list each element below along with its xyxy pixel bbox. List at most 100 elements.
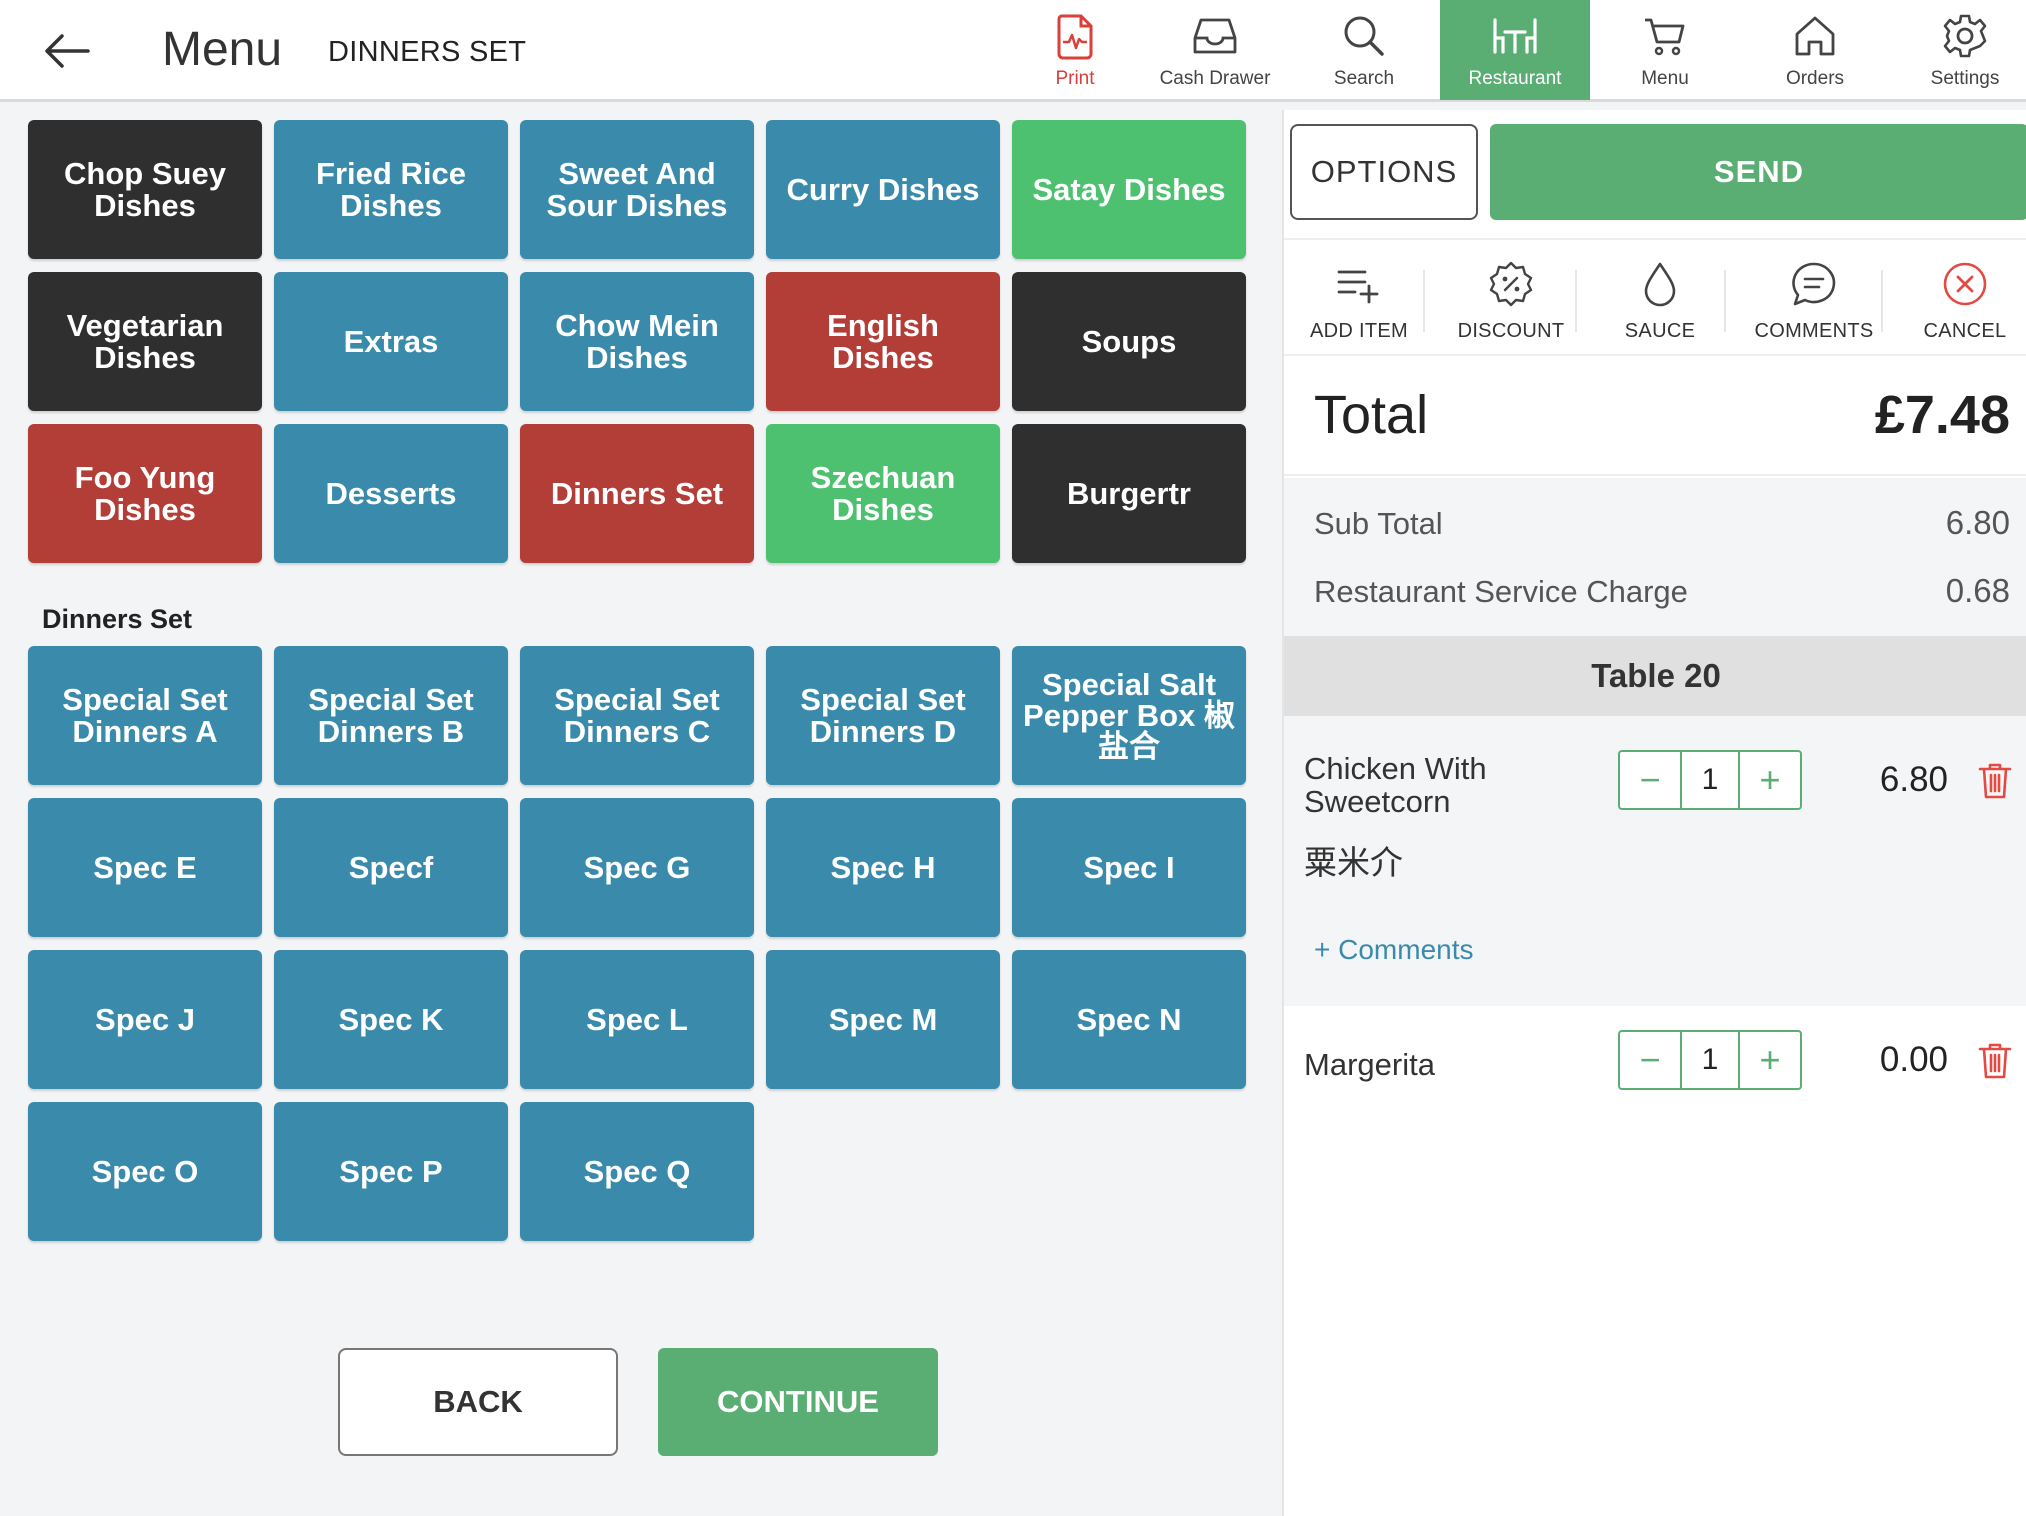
cancel-action[interactable]: CANCEL: [1890, 240, 2026, 356]
nav-restaurant[interactable]: Restaurant: [1440, 0, 1590, 100]
nav-orders[interactable]: Orders: [1740, 0, 1890, 100]
decrease-quantity-button[interactable]: −: [1639, 759, 1661, 800]
service-charge-label: Restaurant Service Charge: [1314, 574, 1688, 609]
category-extras[interactable]: Extras: [274, 272, 508, 411]
decrease-quantity-button[interactable]: −: [1639, 1039, 1661, 1080]
sauce-action[interactable]: SAUCE: [1585, 240, 1735, 356]
increase-quantity-button[interactable]: +: [1759, 1039, 1781, 1080]
category-dinners-set[interactable]: Dinners Set: [520, 424, 754, 563]
add-item-icon: [1337, 270, 1379, 304]
add-comments-link[interactable]: + Comments: [1314, 934, 1474, 965]
order-item-price: 0.00: [1879, 1040, 1948, 1079]
category-szechuan[interactable]: Szechuan Dishes: [766, 424, 1000, 563]
menu-item-spec-e[interactable]: Spec E: [28, 798, 262, 937]
category-sweet-and-sour[interactable]: Sweet And Sour Dishes: [520, 120, 754, 259]
action-divider: [1575, 270, 1577, 332]
menu-item-spec-h[interactable]: Spec H: [766, 798, 1000, 937]
discount-icon: [1489, 261, 1533, 307]
category-fried-rice[interactable]: Fried Rice Dishes: [274, 120, 508, 259]
page-title: Menu: [162, 23, 283, 76]
action-divider: [1724, 270, 1726, 332]
nav-cash-drawer-label: Cash Drawer: [1159, 68, 1271, 89]
search-icon: [1344, 16, 1384, 56]
nav-settings[interactable]: Settings: [1890, 0, 2026, 100]
order-item[interactable]: Margerita − 1 + 0.00: [1284, 1008, 2026, 1118]
menu-item-spec-p[interactable]: Spec P: [274, 1102, 508, 1241]
sauce-label: SAUCE: [1624, 320, 1696, 342]
nav-print[interactable]: Print: [1000, 0, 1150, 100]
nav-search-label: Search: [1333, 68, 1395, 89]
service-charge-value: 0.68: [1945, 572, 2010, 609]
send-button[interactable]: SEND: [1490, 124, 2026, 220]
nav-restaurant-label: Restaurant: [1468, 68, 1562, 89]
quantity-value[interactable]: 1: [1680, 1032, 1740, 1088]
nav-menu-label: Menu: [1641, 68, 1689, 89]
cart-icon: [1645, 18, 1685, 56]
category-vegetarian[interactable]: Vegetarian Dishes: [28, 272, 262, 411]
menu-item-spec-n[interactable]: Spec N: [1012, 950, 1246, 1089]
nav-search[interactable]: Search: [1289, 0, 1439, 100]
subtotal-label: Sub Total: [1314, 506, 1443, 541]
category-desserts[interactable]: Desserts: [274, 424, 508, 563]
increase-quantity-button[interactable]: +: [1759, 759, 1781, 800]
order-item[interactable]: Chicken With Sweetcorn − 1 + 6.80 粟米介 + …: [1284, 716, 2026, 1006]
cancel-label: CANCEL: [1923, 320, 2007, 342]
action-divider: [1881, 270, 1883, 332]
category-english[interactable]: English Dishes: [766, 272, 1000, 411]
menu-item-spec-g[interactable]: Spec G: [520, 798, 754, 937]
comments-icon: [1792, 262, 1836, 306]
restaurant-icon: [1493, 18, 1537, 54]
menu-item-spec-k[interactable]: Spec K: [274, 950, 508, 1089]
menu-item-spec-l[interactable]: Spec L: [520, 950, 754, 1089]
category-soups[interactable]: Soups: [1012, 272, 1246, 411]
total-value: £7.48: [1874, 385, 2010, 445]
menu-item-spec-q[interactable]: Spec Q: [520, 1102, 754, 1241]
section-heading: Dinners Set: [42, 604, 193, 634]
gear-icon: [1943, 14, 1987, 58]
page-subtitle: DINNERS SET: [328, 36, 527, 68]
print-icon: [1057, 14, 1093, 60]
menu-item-salt-pepper-box[interactable]: Special Salt Pepper Box 椒盐合: [1012, 646, 1246, 785]
quantity-stepper: − 1 +: [1618, 1030, 1802, 1090]
order-summary: Sub Total 6.80 Restaurant Service Charge…: [1284, 478, 2026, 636]
action-divider: [1423, 270, 1425, 332]
category-curry[interactable]: Curry Dishes: [766, 120, 1000, 259]
category-satay[interactable]: Satay Dishes: [1012, 120, 1246, 259]
add-item-action[interactable]: ADD ITEM: [1284, 240, 1434, 356]
nav-cash-drawer[interactable]: Cash Drawer: [1140, 0, 1290, 100]
order-item-chinese-name: 粟米介: [1304, 844, 1403, 881]
nav-settings-label: Settings: [1930, 68, 2000, 89]
menu-item-special-set-b[interactable]: Special Set Dinners B: [274, 646, 508, 785]
back-button[interactable]: BACK: [338, 1348, 618, 1456]
menu-item-spec-o[interactable]: Spec O: [28, 1102, 262, 1241]
discount-action[interactable]: DISCOUNT: [1436, 240, 1586, 356]
category-foo-yung[interactable]: Foo Yung Dishes: [28, 424, 262, 563]
menu-item-specf[interactable]: Specf: [274, 798, 508, 937]
quantity-value[interactable]: 1: [1680, 752, 1740, 808]
total-row: Total £7.48: [1284, 358, 2026, 476]
trash-icon[interactable]: [1976, 760, 2014, 800]
menu-item-spec-i[interactable]: Spec I: [1012, 798, 1246, 937]
trash-icon[interactable]: [1976, 1040, 2014, 1080]
menu-item-spec-j[interactable]: Spec J: [28, 950, 262, 1089]
back-arrow-icon[interactable]: [40, 24, 94, 78]
total-label: Total: [1314, 385, 1429, 445]
comments-action[interactable]: COMMENTS: [1739, 240, 1889, 356]
menu-item-special-set-c[interactable]: Special Set Dinners C: [520, 646, 754, 785]
menu-item-special-set-a[interactable]: Special Set Dinners A: [28, 646, 262, 785]
order-actions-bar: ADD ITEM DISCOUNT SAUCE COMMENTS: [1284, 238, 2026, 356]
category-chop-suey[interactable]: Chop Suey Dishes: [28, 120, 262, 259]
options-button[interactable]: OPTIONS: [1290, 124, 1478, 220]
menu-item-special-set-d[interactable]: Special Set Dinners D: [766, 646, 1000, 785]
category-burgertr[interactable]: Burgertr: [1012, 424, 1246, 563]
home-icon: [1795, 16, 1835, 56]
order-item-name: Margerita: [1304, 1047, 1435, 1082]
order-item-name: Sweetcorn: [1304, 784, 1451, 819]
menu-item-spec-m[interactable]: Spec M: [766, 950, 1000, 1089]
sauce-drop-icon: [1644, 262, 1676, 307]
nav-print-label: Print: [1055, 68, 1095, 89]
cancel-icon: [1943, 262, 1987, 306]
continue-button[interactable]: CONTINUE: [658, 1348, 938, 1456]
category-chow-mein[interactable]: Chow Mein Dishes: [520, 272, 754, 411]
nav-menu[interactable]: Menu: [1590, 0, 1740, 100]
